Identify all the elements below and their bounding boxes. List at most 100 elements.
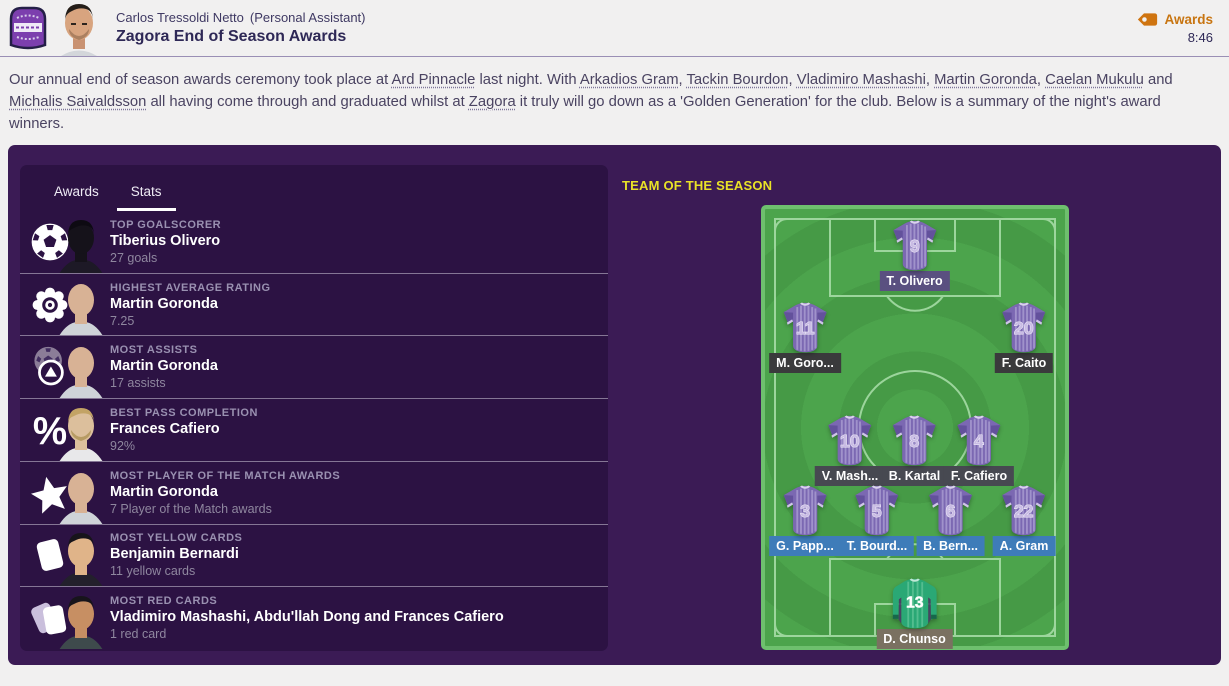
pitch-player[interactable]: 20 F. Caito xyxy=(994,301,1054,373)
award-detail: 92% xyxy=(110,439,136,454)
inline-link[interactable]: Arkadios Gram xyxy=(579,72,679,88)
pitch-player[interactable]: 11 M. Goro... xyxy=(769,301,841,373)
player-name-label[interactable]: T. Olivero xyxy=(879,271,950,291)
football-icon xyxy=(28,220,72,264)
tab-bar: Awards Stats xyxy=(20,165,608,211)
award-winner: Martin Goronda xyxy=(110,483,218,500)
inline-link[interactable]: Zagora xyxy=(468,94,516,110)
player-name-label[interactable]: B. Kartal xyxy=(881,466,948,486)
svg-text:4: 4 xyxy=(974,431,984,451)
star-icon xyxy=(28,471,72,515)
award-category: MOST PLAYER OF THE MATCH AWARDS xyxy=(110,469,341,482)
intro-text: it truly will go down as a 'Golden Gener… xyxy=(9,94,1161,132)
intro-text: last night. With xyxy=(475,72,580,88)
pitch-player[interactable]: 8 B. Kartal xyxy=(881,414,948,486)
player-avatar xyxy=(58,467,104,524)
inline-link[interactable]: Michalis Saivaldsson xyxy=(9,94,147,110)
sender-name: Carlos Tressoldi Netto xyxy=(116,10,244,25)
svg-text:13: 13 xyxy=(906,595,924,612)
player-name-label[interactable]: G. Papp... xyxy=(769,536,841,556)
player-shirt[interactable]: 22 xyxy=(996,484,1052,538)
inline-link[interactable]: Ard Pinnacle xyxy=(391,72,476,88)
award-detail: 1 red card xyxy=(110,627,167,642)
svg-text:6: 6 xyxy=(946,501,956,521)
player-shirt[interactable]: 8 xyxy=(887,414,943,468)
percent-icon: % xyxy=(28,408,72,452)
player-name-label[interactable]: T. Bourd... xyxy=(839,536,915,556)
award-detail: 27 goals xyxy=(110,250,158,265)
award-category: MOST ASSISTS xyxy=(110,344,198,357)
svg-text:10: 10 xyxy=(840,431,860,451)
pitch-player[interactable]: 5 T. Bourd... xyxy=(839,484,915,556)
award-detail: 7.25 xyxy=(110,313,135,328)
player-shirt[interactable]: 5 xyxy=(849,484,905,538)
award-winner: Vladimiro Mashashi, Abdu'llah Dong and F… xyxy=(110,609,504,626)
player-shirt[interactable]: 11 xyxy=(777,301,833,355)
award-category: HIGHEST AVERAGE RATING xyxy=(110,281,271,294)
pitch-player[interactable]: 6 B. Bern... xyxy=(916,484,985,556)
intro-text: Our annual end of season awards ceremony… xyxy=(9,72,392,88)
award-row[interactable]: MOST PLAYER OF THE MATCH AWARDS Martin G… xyxy=(20,460,608,524)
player-name-label[interactable]: D. Chunso xyxy=(876,629,953,649)
player-name-label[interactable]: V. Mash... xyxy=(814,466,886,486)
card-icon xyxy=(28,533,72,577)
award-detail: 7 Player of the Match awards xyxy=(110,501,272,516)
sender-role: (Personal Assistant) xyxy=(249,10,366,25)
player-shirt[interactable]: 4 xyxy=(951,414,1007,468)
intro-text: , xyxy=(678,72,687,88)
award-row[interactable]: HIGHEST AVERAGE RATING Martin Goronda 7.… xyxy=(20,272,608,336)
player-shirt[interactable]: 9 xyxy=(887,219,943,273)
message-subject: Zagora End of Season Awards xyxy=(116,28,347,45)
intro-text: and xyxy=(1143,72,1173,88)
player-name-label[interactable]: M. Goro... xyxy=(769,353,841,373)
tab-stats[interactable]: Stats xyxy=(116,180,176,211)
club-badge-icon xyxy=(9,6,47,50)
player-name-label[interactable]: A. Gram xyxy=(992,536,1056,556)
award-winner: Tiberius Olivero xyxy=(110,232,221,249)
stats-card: Awards Stats TOP GOALSCORER Tiberius Oliv… xyxy=(20,165,608,651)
football-pitch: 9 T. Olivero 11 M. Goro... xyxy=(760,205,1069,650)
award-row[interactable]: MOST ASSISTS Martin Goronda 17 assists xyxy=(20,335,608,399)
award-winner: Martin Goronda xyxy=(110,295,218,312)
goalkeeper-shirt[interactable]: 13 xyxy=(887,577,943,631)
svg-text:9: 9 xyxy=(910,236,920,256)
svg-text:22: 22 xyxy=(1014,501,1034,521)
player-shirt[interactable]: 6 xyxy=(923,484,979,538)
award-row[interactable]: % BEST PASS COMPLETION Frances Cafiero 9… xyxy=(20,398,608,461)
award-winner: Martin Goronda xyxy=(110,358,218,375)
intro-text: all having come through and graduated wh… xyxy=(146,94,469,110)
award-winner: Frances Cafiero xyxy=(110,421,220,438)
tab-awards[interactable]: Awards xyxy=(54,184,99,199)
team-of-the-season-section: TEAM OF THE SEASON xyxy=(608,165,1221,651)
player-shirt[interactable]: 10 xyxy=(822,414,878,468)
pitch-player[interactable]: 22 A. Gram xyxy=(992,484,1056,556)
message-time: 8:46 xyxy=(1187,29,1213,45)
inline-link[interactable]: Tackin Bourdon xyxy=(686,72,789,88)
intro-text: , xyxy=(1036,72,1046,88)
pitch-player[interactable]: 10 V. Mash... xyxy=(814,414,886,486)
message-header: Carlos Tressoldi Netto (Personal Assistan… xyxy=(0,0,1229,57)
tag-icon xyxy=(1138,12,1158,26)
cards-icon xyxy=(28,596,72,640)
awards-category-chip[interactable]: Awards xyxy=(1137,12,1213,27)
award-row[interactable]: MOST RED CARDS Vladimiro Mashashi, Abdu'… xyxy=(20,586,608,650)
pitch-player[interactable]: 3 G. Papp... xyxy=(769,484,841,556)
pitch-player[interactable]: 9 T. Olivero xyxy=(879,219,950,291)
award-detail: 17 assists xyxy=(110,376,166,391)
award-category: TOP GOALSCORER xyxy=(110,218,222,231)
player-name-label[interactable]: B. Bern... xyxy=(916,536,985,556)
intro-text: , xyxy=(788,72,797,88)
inline-link[interactable]: Caelan Mukulu xyxy=(1045,72,1144,88)
svg-text:5: 5 xyxy=(872,501,882,521)
player-shirt[interactable]: 3 xyxy=(777,484,833,538)
player-shirt[interactable]: 20 xyxy=(996,301,1052,355)
award-row[interactable]: TOP GOALSCORER Tiberius Olivero 27 goals xyxy=(20,211,608,273)
pitch-player[interactable]: 13 D. Chunso xyxy=(876,577,953,649)
player-name-label[interactable]: F. Caito xyxy=(994,353,1054,373)
award-row[interactable]: MOST YELLOW CARDS Benjamin Bernardi 11 y… xyxy=(20,523,608,587)
intro-text: , xyxy=(925,72,935,88)
inline-link[interactable]: Martin Goronda xyxy=(934,72,1037,88)
player-name-label[interactable]: F. Cafiero xyxy=(943,466,1015,486)
pitch-player[interactable]: 4 F. Cafiero xyxy=(943,414,1015,486)
inline-link[interactable]: Vladimiro Mashashi xyxy=(796,72,926,88)
